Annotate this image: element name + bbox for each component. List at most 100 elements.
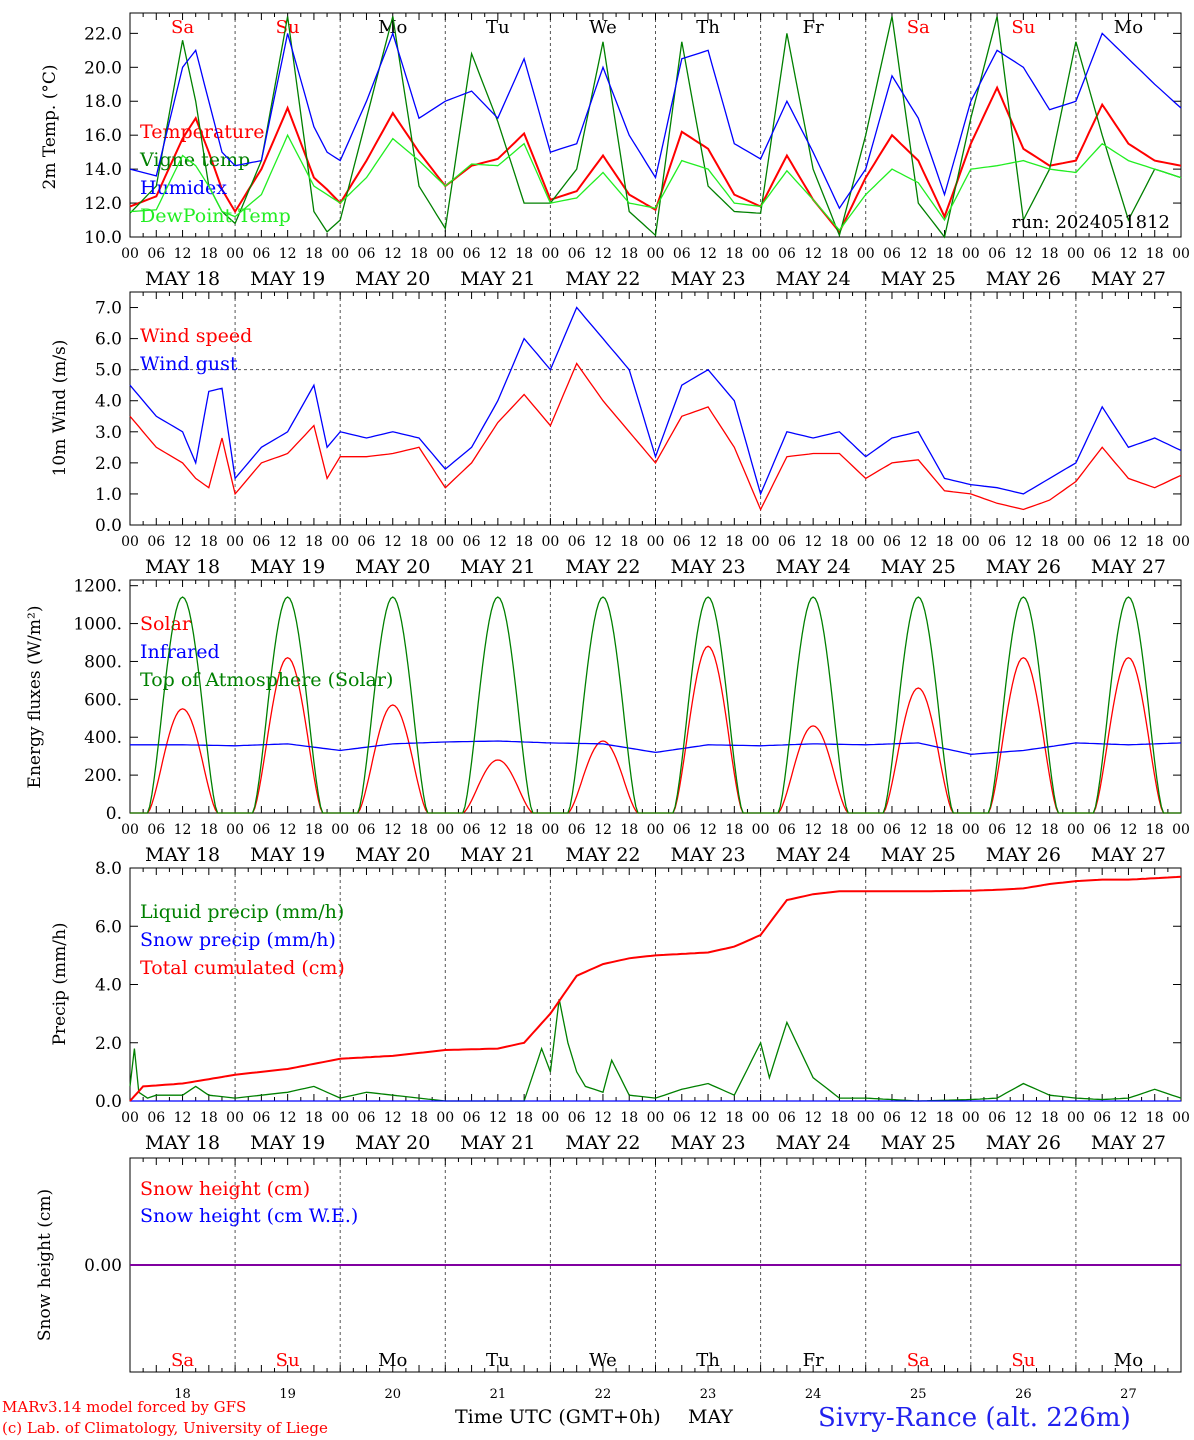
hour-tick-label: 18 bbox=[515, 822, 533, 838]
hour-tick-label: 18 bbox=[515, 534, 533, 550]
legend-entry: Snow height (cm W.E.) bbox=[140, 1205, 358, 1227]
legend-entry: DewPoint Temp bbox=[140, 205, 291, 227]
hour-tick-label: 06 bbox=[1093, 822, 1111, 838]
y-tick-label: 6.0 bbox=[95, 917, 122, 937]
hour-tick-label: 18 bbox=[831, 1110, 849, 1126]
hour-tick-label: 18 bbox=[725, 534, 743, 550]
hour-tick-label: 12 bbox=[174, 534, 192, 550]
hour-tick-label: 12 bbox=[909, 246, 927, 262]
hour-tick-label: 12 bbox=[909, 1110, 927, 1126]
hour-tick-label: 00 bbox=[226, 246, 244, 262]
hour-tick-label: 06 bbox=[252, 822, 270, 838]
hour-tick-label: 00 bbox=[1067, 246, 1085, 262]
hour-tick-label: 00 bbox=[541, 822, 559, 838]
hour-tick-label: 12 bbox=[279, 534, 297, 550]
y-tick-label: 1200. bbox=[73, 577, 122, 597]
panel-temperature: 10.0 12.0 14.0 16.0 18.0 20.0 22.0 2m Temp. (°C… bbox=[40, 12, 1190, 290]
hour-tick-label: 12 bbox=[279, 822, 297, 838]
date-label: MAY 24 bbox=[776, 1132, 851, 1154]
y-tick-label: 200. bbox=[84, 766, 122, 786]
day-abbr: We bbox=[589, 17, 617, 38]
day-number: 18 bbox=[174, 1387, 191, 1402]
y-tick-label: 12.0 bbox=[84, 194, 122, 214]
hour-tick-label: 12 bbox=[804, 246, 822, 262]
hour-tick-label: 12 bbox=[1120, 534, 1138, 550]
hour-tick-label: 00 bbox=[1067, 534, 1085, 550]
y-tick-label: 2.0 bbox=[95, 454, 122, 474]
date-label: MAY 18 bbox=[145, 268, 220, 290]
hour-tick-label: 18 bbox=[1041, 1110, 1059, 1126]
hour-tick-label: 12 bbox=[909, 822, 927, 838]
hour-tick-label: 06 bbox=[778, 534, 796, 550]
day-number: 27 bbox=[1120, 1387, 1137, 1402]
hour-tick-label: 00 bbox=[752, 246, 770, 262]
day-abbr: Sa bbox=[907, 1350, 930, 1371]
hour-tick-label: 18 bbox=[725, 822, 743, 838]
y-tick-label: 18.0 bbox=[84, 92, 122, 112]
date-label: MAY 22 bbox=[565, 844, 640, 866]
y-tick-label: 7.0 bbox=[95, 299, 122, 319]
hour-tick-label: 00 bbox=[226, 1110, 244, 1126]
hour-tick-label: 00 bbox=[962, 246, 980, 262]
day-number: 19 bbox=[279, 1387, 296, 1402]
day-number: 24 bbox=[805, 1387, 822, 1402]
date-label: MAY 21 bbox=[460, 1132, 535, 1154]
hour-tick-label: 12 bbox=[804, 1110, 822, 1126]
y-tick-label: 0.0 bbox=[95, 516, 122, 536]
hour-tick-label: 00 bbox=[541, 534, 559, 550]
hour-tick-label: 06 bbox=[147, 246, 165, 262]
hour-tick-label: 06 bbox=[673, 534, 691, 550]
hour-tick-label: 18 bbox=[936, 246, 954, 262]
hour-tick-label: 06 bbox=[358, 246, 376, 262]
hour-tick-label: 12 bbox=[1014, 534, 1032, 550]
hour-tick-label: 12 bbox=[699, 822, 717, 838]
hour-tick-label: 18 bbox=[620, 822, 638, 838]
date-label: MAY 21 bbox=[460, 556, 535, 578]
legend-entry: Temperature bbox=[140, 121, 264, 143]
hour-tick-label: 12 bbox=[279, 246, 297, 262]
y-axis-label: 10m Wind (m/s) bbox=[50, 340, 70, 477]
series-line bbox=[129, 31, 1182, 210]
hour-tick-label: 00 bbox=[1172, 1110, 1190, 1126]
hour-tick-label: 06 bbox=[147, 534, 165, 550]
hour-tick-label: 18 bbox=[410, 1110, 428, 1126]
hour-tick-label: 06 bbox=[988, 246, 1006, 262]
date-label: MAY 24 bbox=[776, 268, 851, 290]
day-number: 23 bbox=[700, 1387, 717, 1402]
date-label: MAY 19 bbox=[250, 556, 325, 578]
hour-tick-label: 00 bbox=[121, 246, 139, 262]
panel-precip: 0.0 2.0 4.0 6.0 8.0 Precip (mm/h) 00 06 12 18 MAY … bbox=[50, 859, 1190, 1154]
y-tick-label: 600. bbox=[84, 690, 122, 710]
y-tick-label: 10.0 bbox=[84, 228, 122, 248]
hour-tick-label: 00 bbox=[857, 1110, 875, 1126]
series-line bbox=[129, 875, 1182, 1102]
day-abbr: Th bbox=[696, 1350, 720, 1371]
hour-tick-label: 18 bbox=[1146, 534, 1164, 550]
hour-tick-label: 00 bbox=[647, 534, 665, 550]
legend-entry: Infrared bbox=[140, 641, 220, 663]
day-abbr: Su bbox=[1011, 17, 1035, 38]
hour-tick-label: 18 bbox=[410, 534, 428, 550]
series-line bbox=[129, 362, 1182, 512]
day-abbr: Sa bbox=[907, 17, 930, 38]
hour-tick-label: 00 bbox=[647, 246, 665, 262]
hour-tick-label: 18 bbox=[1041, 822, 1059, 838]
hour-tick-label: 06 bbox=[252, 246, 270, 262]
hour-tick-label: 00 bbox=[1172, 534, 1190, 550]
y-tick-label: 4.0 bbox=[95, 976, 122, 996]
hour-tick-label: 00 bbox=[436, 534, 454, 550]
hour-tick-label: 12 bbox=[489, 1110, 507, 1126]
hour-tick-label: 12 bbox=[384, 246, 402, 262]
hour-tick-label: 06 bbox=[988, 822, 1006, 838]
hour-tick-label: 00 bbox=[752, 822, 770, 838]
hour-tick-label: 06 bbox=[463, 246, 481, 262]
y-axis-label: Snow height (cm) bbox=[35, 1189, 55, 1341]
hour-tick-label: 00 bbox=[541, 1110, 559, 1126]
date-label: MAY 25 bbox=[881, 1132, 956, 1154]
date-label: MAY 25 bbox=[881, 844, 956, 866]
hour-tick-label: 00 bbox=[436, 1110, 454, 1126]
hour-tick-label: 06 bbox=[358, 534, 376, 550]
hour-tick-label: 12 bbox=[699, 1110, 717, 1126]
y-tick-label: 22.0 bbox=[84, 24, 122, 44]
